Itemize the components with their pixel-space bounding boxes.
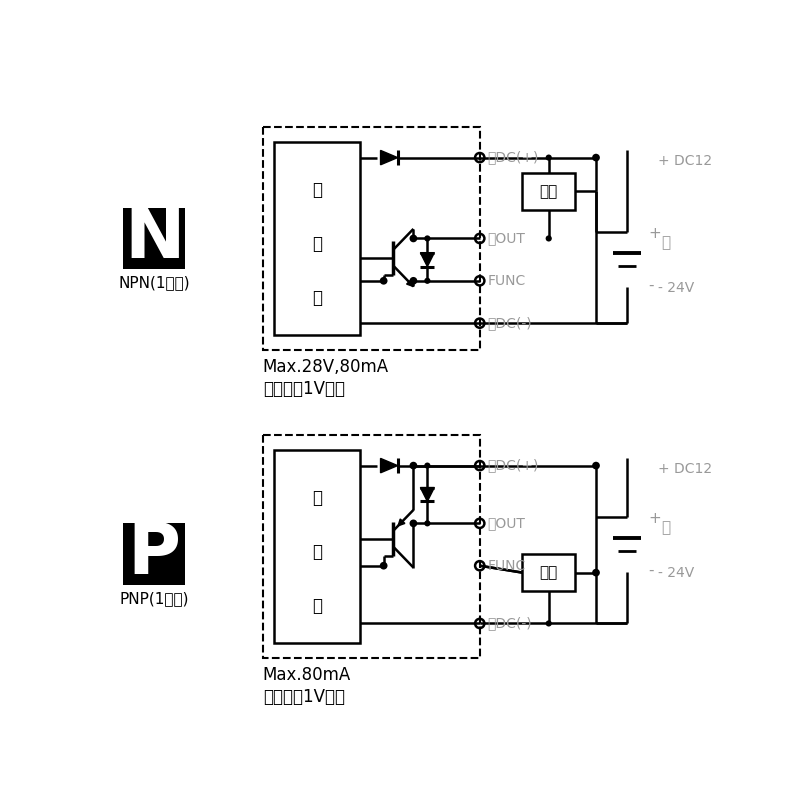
Text: -: - [649,563,654,578]
Text: PNP(1输出): PNP(1输出) [119,591,189,606]
Circle shape [592,462,600,470]
Circle shape [410,234,418,242]
Text: FUNC: FUNC [487,274,526,288]
Text: 回: 回 [312,235,322,254]
Polygon shape [398,519,405,526]
Bar [522,173,575,210]
Text: 蓝DC(-): 蓝DC(-) [487,617,532,630]
Circle shape [592,154,600,162]
Polygon shape [420,487,434,502]
Bar [123,523,186,585]
Text: Max.80mA: Max.80mA [262,666,351,684]
Text: 路: 路 [312,597,322,615]
Circle shape [592,569,600,577]
Text: Max.28V,80mA: Max.28V,80mA [262,358,389,376]
Bar [262,126,480,350]
Text: P: P [128,520,181,589]
Circle shape [424,520,430,526]
Circle shape [546,235,552,242]
Bar [522,554,575,591]
Circle shape [424,278,430,284]
Text: - 24V: - 24V [658,566,694,581]
Text: +: + [649,226,662,242]
Bar [274,450,360,642]
Bar [274,142,360,334]
Text: -: - [649,278,654,293]
Bar [262,435,480,658]
Text: 路: 路 [312,289,322,307]
Circle shape [410,519,418,527]
Text: 蓝DC(-): 蓝DC(-) [487,316,532,330]
Circle shape [410,277,418,285]
Text: + DC12: + DC12 [658,462,712,477]
Text: 茶DC(+): 茶DC(+) [487,458,539,473]
Text: 黑OUT: 黑OUT [487,231,526,246]
Circle shape [546,620,552,626]
Text: +: + [649,511,662,526]
Circle shape [424,235,430,242]
Text: 负载: 负载 [539,565,558,580]
Text: 残留电压1V以下: 残留电压1V以下 [262,688,345,706]
Text: 黑OUT: 黑OUT [487,516,526,530]
Bar [123,208,186,270]
Text: 主: 主 [312,490,322,507]
Text: 茶DC(+): 茶DC(+) [487,150,539,165]
Polygon shape [381,150,398,165]
Polygon shape [381,458,398,473]
Text: + DC12: + DC12 [658,154,712,169]
Text: 负载: 负载 [539,184,558,199]
Text: N: N [124,204,185,273]
Circle shape [410,462,418,470]
Text: NPN(1输出): NPN(1输出) [118,276,190,290]
Text: 主: 主 [312,182,322,199]
Circle shape [380,277,387,285]
Circle shape [380,562,387,570]
Polygon shape [406,280,414,286]
Circle shape [546,154,552,161]
Text: ～: ～ [661,520,670,534]
Text: FUNC: FUNC [487,558,526,573]
Polygon shape [420,253,434,266]
Text: 残留电压1V以下: 残留电压1V以下 [262,380,345,398]
Text: ～: ～ [661,235,670,250]
Text: 回: 回 [312,543,322,562]
Circle shape [424,462,430,469]
Text: - 24V: - 24V [658,282,694,295]
